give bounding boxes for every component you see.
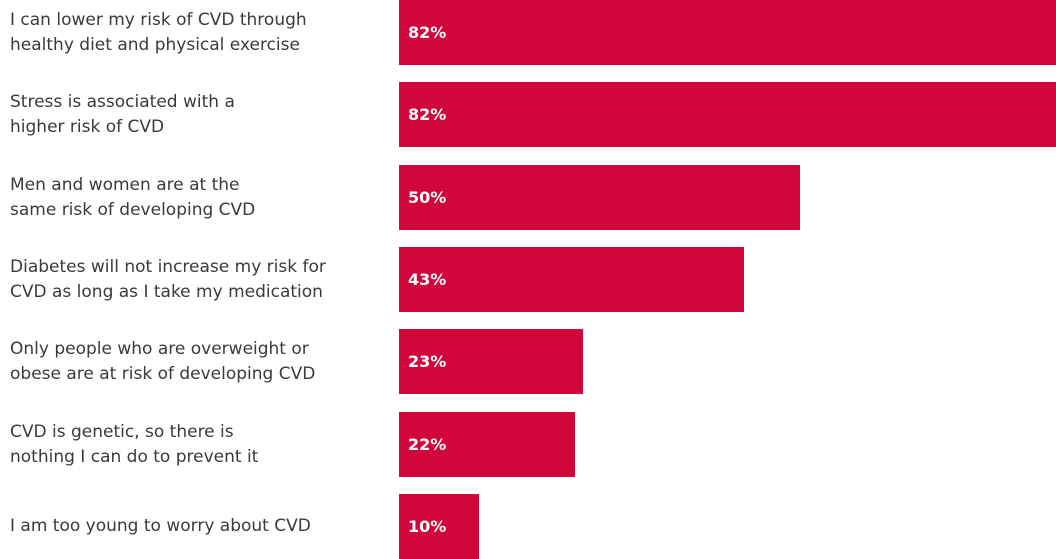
bar-row: Stress is associated with a higher risk … (0, 82, 1056, 147)
value-label: 22% (408, 435, 447, 454)
bar-row: Diabetes will not increase my risk for C… (0, 247, 1056, 312)
value-label: 50% (408, 188, 447, 207)
value-label: 23% (408, 352, 447, 371)
bar (399, 165, 800, 230)
category-label: Diabetes will not increase my risk for C… (10, 256, 326, 302)
bar-row: I am too young to worry about CVD 10% (0, 494, 1056, 559)
bar (399, 0, 1056, 65)
value-label: 82% (408, 105, 447, 124)
bar (399, 329, 583, 394)
bar-row: Men and women are at the same risk of de… (0, 165, 1056, 230)
value-label: 82% (408, 23, 447, 42)
bar-row: I can lower my risk of CVD through healt… (0, 0, 1056, 65)
category-label: Men and women are at the same risk of de… (10, 174, 256, 220)
category-label: I can lower my risk of CVD through healt… (10, 9, 307, 55)
value-label: 10% (408, 517, 447, 536)
bar (399, 494, 479, 559)
bar-row: Only people who are overweight or obese … (0, 329, 1056, 394)
bar (399, 412, 575, 477)
category-label: I am too young to worry about CVD (10, 516, 311, 536)
category-label: CVD is genetic, so there is nothing I ca… (10, 421, 259, 467)
bar (399, 247, 744, 312)
value-label: 43% (408, 270, 447, 289)
category-label: Stress is associated with a higher risk … (10, 91, 235, 137)
bar-row: CVD is genetic, so there is nothing I ca… (0, 412, 1056, 477)
bar (399, 82, 1056, 147)
category-label: Only people who are overweight or obese … (10, 338, 316, 384)
